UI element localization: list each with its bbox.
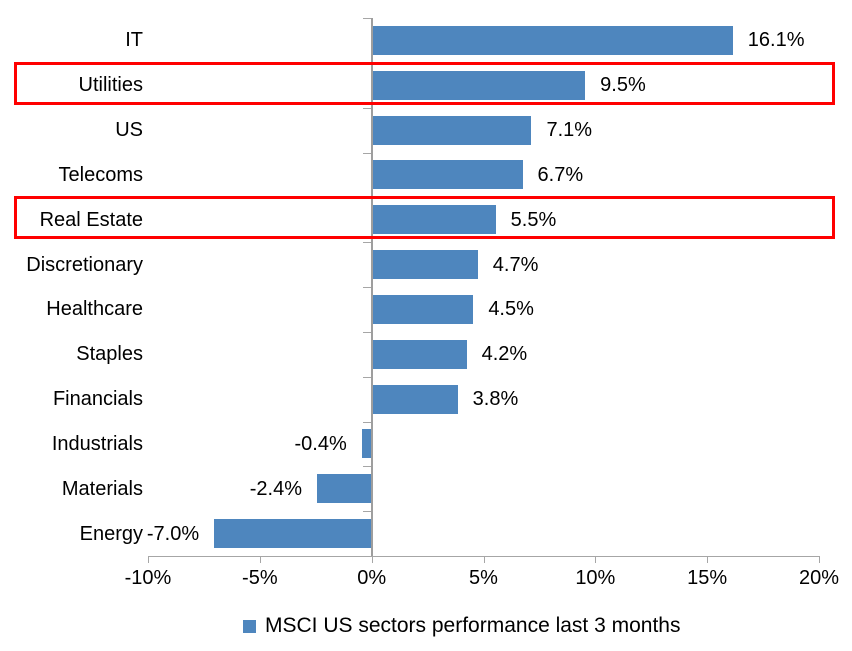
x-tick-label--10-: -10% [124, 567, 172, 589]
category-label-us: US [115, 119, 143, 142]
legend-marker-square [243, 619, 256, 633]
value-label-industrials: -0.4% [294, 432, 347, 455]
category-label-industrials: Industrials [51, 432, 143, 455]
x-axis-tick [259, 557, 261, 563]
bar-energy [214, 519, 371, 549]
x-tick-label-10-: 10% [575, 567, 616, 589]
value-label-energy: -7.0% [146, 522, 200, 545]
y-axis-tick [362, 287, 371, 288]
x-tick-label--5-: -5% [242, 567, 278, 589]
x-axis-tick [707, 557, 709, 563]
value-label-materials: -2.4% [249, 477, 302, 500]
category-label-discretionary: Discretionary [26, 253, 143, 276]
bar-us [372, 115, 532, 145]
bar-telecoms [372, 160, 523, 190]
y-axis-tick [362, 152, 371, 154]
y-axis-tick [362, 242, 371, 244]
value-label-utilities: 9.5% [600, 74, 646, 97]
value-label-financials: 3.8% [472, 388, 519, 411]
bar-it [372, 25, 733, 55]
legend: MSCI US sectors performance last 3 month… [243, 613, 680, 639]
y-axis-line [370, 18, 373, 556]
x-tick-label-5-: 5% [469, 567, 498, 589]
highlight-box-real-estate [14, 196, 835, 240]
legend-label: MSCI US sectors performance last 3 month… [265, 614, 681, 637]
category-label-utilities: Utilities [78, 74, 143, 97]
y-axis-tick [362, 107, 371, 109]
category-label-financials: Financials [52, 388, 143, 411]
y-axis-tick [362, 466, 371, 468]
x-axis-tick [148, 557, 149, 563]
highlight-box-utilities [14, 61, 835, 105]
value-label-telecoms: 6.7% [537, 163, 584, 186]
y-axis-tick [362, 376, 371, 378]
category-label-materials: Materials [61, 477, 143, 500]
y-axis-tick [362, 18, 371, 19]
bar-industrials [361, 429, 371, 459]
category-label-real-estate: Real Estate [39, 208, 143, 231]
value-label-it: 16.1% [747, 29, 805, 52]
bar-discretionary [372, 250, 478, 280]
category-label-telecoms: Telecoms [58, 163, 143, 186]
y-axis-tick [362, 331, 371, 333]
value-label-real-estate: 5.5% [510, 208, 557, 231]
bar-real-estate [372, 205, 496, 235]
x-axis-tick [819, 557, 820, 563]
x-axis-tick [595, 557, 597, 563]
bar-financials [372, 384, 458, 414]
value-label-staples: 4.2% [481, 343, 528, 366]
x-axis-line [148, 556, 820, 557]
value-label-discretionary: 4.7% [492, 253, 539, 276]
x-tick-label-20-: 20% [798, 567, 840, 589]
x-axis-tick [371, 557, 373, 563]
bar-staples [372, 339, 467, 369]
x-tick-label-0-: 0% [357, 567, 387, 589]
y-axis-tick [362, 421, 371, 423]
category-label-healthcare: Healthcare [46, 298, 143, 321]
x-axis-tick [483, 557, 485, 563]
category-label-it: IT [125, 29, 143, 52]
value-label-healthcare: 4.5% [488, 298, 534, 321]
y-axis-tick [362, 511, 371, 513]
bar-utilities [372, 70, 586, 100]
category-label-energy: Energy [79, 522, 143, 545]
x-tick-label-15-: 15% [687, 567, 728, 589]
bar-materials [316, 474, 371, 504]
bar-healthcare [372, 294, 474, 324]
value-label-us: 7.1% [546, 119, 593, 142]
category-label-staples: Staples [76, 343, 143, 366]
